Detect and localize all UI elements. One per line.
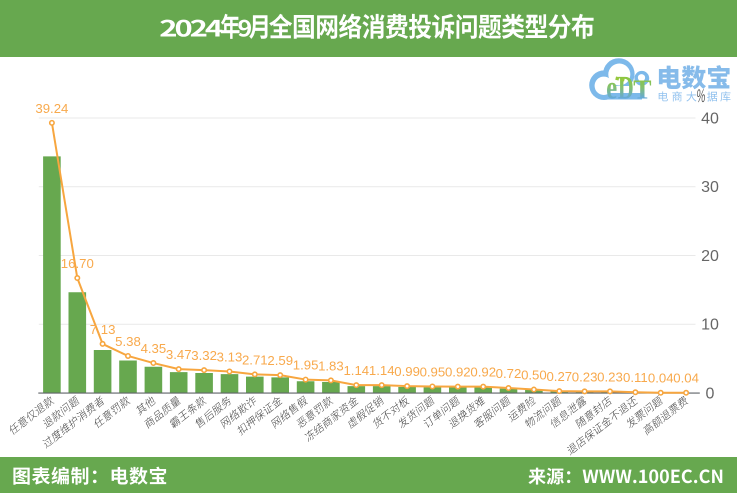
svg-text:0.23: 0.23 — [572, 369, 598, 384]
svg-text:2.71: 2.71 — [242, 352, 268, 367]
svg-text:0.27: 0.27 — [546, 369, 572, 384]
svg-text:1.14: 1.14 — [343, 363, 369, 378]
svg-text:39.24: 39.24 — [35, 101, 68, 116]
svg-text:0.23: 0.23 — [597, 369, 623, 384]
svg-text:0.50: 0.50 — [521, 368, 547, 383]
svg-text:0.72: 0.72 — [496, 366, 522, 381]
svg-text:0.92: 0.92 — [470, 365, 496, 380]
svg-text:30: 30 — [701, 179, 719, 196]
svg-text:1.83: 1.83 — [318, 358, 344, 373]
svg-text:5.38: 5.38 — [115, 334, 141, 349]
svg-text:0.99: 0.99 — [394, 364, 420, 379]
svg-text:3.13: 3.13 — [217, 349, 243, 364]
svg-text:0.04: 0.04 — [648, 371, 674, 386]
svg-text:10: 10 — [701, 317, 719, 334]
svg-text:4.35: 4.35 — [141, 341, 167, 356]
svg-text:1.14: 1.14 — [369, 363, 395, 378]
svg-text:0.95: 0.95 — [420, 365, 446, 380]
svg-text:1.95: 1.95 — [293, 358, 319, 373]
svg-text:3.32: 3.32 — [191, 348, 217, 363]
svg-text:16.70: 16.70 — [61, 256, 94, 271]
svg-text:3.47: 3.47 — [166, 347, 192, 362]
svg-text:40: 40 — [701, 110, 719, 127]
svg-text:20: 20 — [701, 248, 719, 265]
svg-text:7.13: 7.13 — [90, 322, 116, 337]
svg-text:0.92: 0.92 — [445, 365, 471, 380]
svg-text:0: 0 — [706, 385, 715, 402]
svg-text:2.59: 2.59 — [267, 353, 293, 368]
svg-text:0.04: 0.04 — [673, 371, 699, 386]
svg-text:0.11: 0.11 — [623, 370, 648, 385]
